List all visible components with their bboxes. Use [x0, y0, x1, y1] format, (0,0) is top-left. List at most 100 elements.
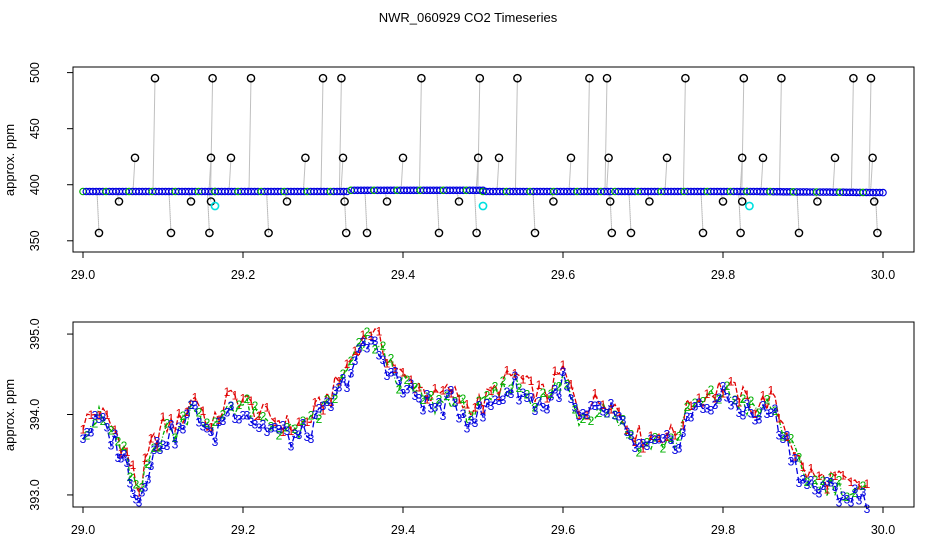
outlier-guide-line: [116, 191, 120, 202]
series-marker-3: 3: [264, 425, 271, 439]
series-marker-2: 2: [151, 441, 158, 455]
series-marker-1: 1: [480, 402, 487, 416]
series-marker-3: 3: [588, 399, 595, 413]
outlier-point: [777, 73, 786, 83]
series-marker-1: 1: [544, 392, 551, 406]
series-marker-2: 2: [84, 429, 91, 443]
outlier-guide-line: [738, 191, 742, 233]
outlier-guide-line: [700, 191, 704, 233]
series-marker-2: 2: [580, 412, 587, 426]
series-marker-2: 2: [420, 393, 427, 407]
series-marker-3: 3: [300, 417, 307, 431]
outlier-point: [434, 228, 444, 238]
series-marker-2: 2: [628, 428, 635, 442]
series-marker-2: 2: [108, 424, 115, 438]
series-marker-1: 1: [664, 430, 671, 444]
series-marker-3: 3: [127, 476, 134, 490]
series-marker-3: 3: [748, 406, 755, 420]
outlier-point: [681, 73, 690, 83]
series-marker-3: 3: [284, 424, 291, 438]
series-marker-2: 2: [145, 457, 152, 471]
series-marker-3: 3: [780, 432, 787, 446]
series-marker-1: 1: [296, 415, 303, 429]
series-marker-3: 3: [340, 371, 347, 385]
top-x-axis: 29.0 29.2 29.4 29.6 29.8 30.0: [71, 251, 895, 282]
series-marker-2: 2: [139, 480, 146, 494]
series-marker-2: 2: [244, 392, 251, 406]
series-marker-1: 1: [512, 366, 519, 380]
outlier-point: [513, 73, 522, 83]
series-marker-2: 2: [127, 470, 134, 484]
outlier-point: [866, 73, 876, 83]
series-marker-1: 1: [808, 461, 815, 475]
series-marker-3: 3: [157, 443, 164, 457]
series-marker-1: 1: [584, 409, 591, 423]
series-marker-2: 2: [860, 479, 867, 493]
series-marker-3: 3: [92, 409, 99, 423]
series-marker-2: 2: [780, 429, 787, 443]
outlier-guide-line: [477, 78, 481, 192]
series-marker-3: 3: [384, 369, 391, 383]
series-marker-3: 3: [772, 402, 779, 416]
outlier-point: [849, 73, 858, 83]
series-marker-3: 3: [648, 432, 655, 446]
series-marker-2: 2: [652, 431, 659, 445]
outlier-point: [114, 197, 124, 206]
series-marker-1: 1: [408, 373, 415, 387]
series-marker-1: 1: [688, 399, 695, 413]
series-marker-3: 3: [184, 407, 191, 421]
top-y-tick-label: 500: [28, 62, 42, 83]
series-marker-2: 2: [236, 398, 243, 412]
bottom-x-tick-label: 29.6: [551, 523, 575, 537]
series-marker-1: 1: [304, 415, 311, 429]
series-marker-3: 3: [856, 494, 863, 508]
top-x-tick-label: 30.0: [871, 268, 895, 282]
series-marker-3: 3: [448, 383, 455, 397]
series-marker-3: 3: [596, 399, 603, 413]
series-marker-2: 2: [172, 431, 179, 445]
series-marker-3: 3: [392, 365, 399, 379]
series-marker-3: 3: [508, 387, 515, 401]
series-marker-1: 1: [384, 357, 391, 371]
outlier-guide-line: [208, 191, 212, 202]
series-marker-3: 3: [584, 408, 591, 422]
series-marker-3: 3: [348, 367, 355, 381]
series-marker-3: 3: [820, 479, 827, 493]
series-marker-3: 3: [142, 481, 149, 495]
series-marker-2: 2: [164, 417, 171, 431]
series-marker-3: 3: [776, 428, 783, 442]
series-marker-2: 2: [492, 380, 499, 394]
outlier-point: [362, 228, 372, 238]
series-marker-3: 3: [552, 382, 559, 396]
series-marker-2: 2: [436, 392, 443, 406]
series-marker-1: 1: [464, 398, 471, 412]
series-marker-3: 3: [112, 427, 119, 441]
series-marker-3: 3: [312, 408, 319, 422]
top-y-tick-label: 350: [28, 230, 42, 251]
bottom-y-tick-label: 393.0: [28, 479, 42, 510]
series-marker-3: 3: [620, 414, 627, 428]
series-marker-3: 3: [460, 407, 467, 421]
outlier-point: [739, 73, 749, 83]
series-marker-3: 3: [740, 409, 747, 423]
series-marker-3: 3: [400, 387, 407, 401]
series-marker-1: 1: [488, 384, 495, 398]
series-marker-3: 3: [828, 476, 835, 490]
series-marker-1: 1: [96, 409, 103, 423]
baseline-point: [343, 187, 351, 196]
series-marker-2: 2: [157, 440, 164, 454]
series-marker-3: 3: [160, 438, 167, 452]
series-marker-3: 3: [728, 399, 735, 413]
outlier-point: [475, 73, 485, 83]
series-marker-3: 3: [520, 386, 527, 400]
outlier-point: [530, 228, 540, 238]
series-marker-3: 3: [752, 413, 759, 427]
series-marker-1: 1: [648, 429, 655, 443]
outlier-guide-line: [340, 157, 344, 192]
series-marker-3: 3: [788, 455, 795, 469]
series-marker-2: 2: [556, 380, 563, 394]
series-marker-3: 3: [716, 391, 723, 405]
series-marker-2: 2: [764, 392, 771, 406]
series-marker-1: 1: [528, 374, 535, 388]
bottom-x-tick-label: 29.8: [711, 523, 735, 537]
